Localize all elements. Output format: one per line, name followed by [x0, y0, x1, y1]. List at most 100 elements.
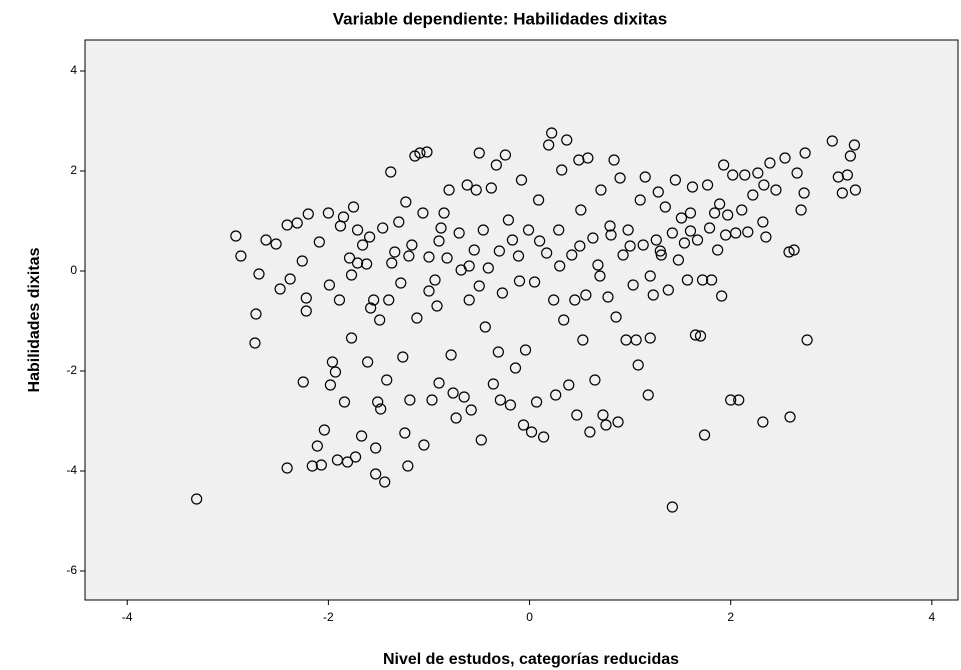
point — [637, 239, 649, 251]
point — [561, 134, 573, 146]
point — [230, 230, 242, 242]
point — [791, 167, 803, 179]
point — [235, 250, 247, 262]
point — [431, 300, 443, 312]
point — [385, 166, 397, 178]
point — [798, 187, 810, 199]
point — [725, 394, 737, 406]
point — [399, 427, 411, 439]
point — [315, 459, 327, 471]
point — [347, 201, 360, 213]
point — [538, 431, 550, 443]
point — [496, 287, 508, 299]
point — [479, 321, 491, 333]
point — [602, 291, 614, 303]
point — [801, 334, 813, 346]
point — [296, 255, 308, 267]
point — [783, 246, 795, 258]
point — [605, 229, 617, 241]
point — [345, 269, 358, 281]
point — [477, 224, 489, 236]
point — [722, 209, 734, 221]
point — [554, 260, 566, 272]
point — [752, 167, 764, 179]
point — [345, 332, 358, 344]
point — [473, 280, 485, 292]
point — [758, 179, 770, 191]
point — [274, 283, 286, 295]
x-tick-label: -2 — [323, 610, 334, 624]
point — [575, 204, 587, 216]
point — [630, 334, 642, 346]
point — [841, 169, 853, 181]
point — [610, 311, 622, 323]
point — [341, 456, 354, 468]
point — [322, 207, 334, 219]
plot-area — [84, 39, 959, 601]
point — [577, 334, 589, 346]
point — [504, 399, 517, 411]
point — [597, 409, 609, 421]
point — [580, 289, 592, 301]
point — [377, 222, 389, 234]
point — [764, 157, 776, 169]
point — [705, 274, 718, 286]
point — [447, 387, 459, 399]
point — [379, 476, 391, 488]
point — [614, 172, 626, 184]
point — [608, 154, 620, 166]
point — [300, 292, 312, 304]
point — [647, 289, 659, 301]
point — [730, 227, 742, 239]
point — [584, 426, 596, 438]
point — [595, 184, 607, 196]
point — [475, 434, 487, 446]
point — [463, 260, 475, 272]
point — [736, 204, 748, 216]
point — [253, 268, 265, 280]
x-tick-label: 4 — [929, 610, 936, 624]
point — [435, 222, 447, 234]
point — [493, 245, 505, 257]
point — [386, 257, 398, 269]
point — [374, 314, 386, 326]
point — [311, 440, 323, 452]
point — [727, 169, 739, 181]
point — [517, 419, 530, 431]
point — [445, 349, 457, 361]
y-tick-label: -6 — [66, 563, 77, 577]
point — [541, 247, 553, 259]
point — [530, 396, 543, 408]
point — [323, 279, 335, 291]
point — [349, 451, 362, 463]
point — [291, 217, 303, 229]
point — [742, 226, 754, 238]
point — [450, 412, 462, 424]
point — [191, 493, 203, 505]
point — [482, 262, 494, 274]
point — [421, 146, 433, 158]
x-axis-label: Nivel de estudos, categorías reducidas — [383, 651, 679, 668]
point — [848, 139, 861, 151]
point — [441, 252, 453, 264]
point — [696, 274, 709, 286]
point — [666, 501, 678, 513]
point — [694, 330, 707, 342]
point — [698, 429, 711, 441]
point — [406, 239, 418, 251]
point — [642, 389, 654, 401]
point — [760, 231, 772, 243]
point — [361, 258, 373, 270]
point — [402, 460, 414, 472]
point — [433, 235, 445, 247]
point — [417, 207, 429, 219]
point — [592, 259, 604, 271]
point — [365, 302, 377, 314]
point — [548, 294, 560, 306]
point — [675, 212, 688, 224]
point — [364, 231, 376, 243]
point — [300, 305, 312, 317]
point — [423, 285, 435, 297]
point — [397, 351, 409, 363]
